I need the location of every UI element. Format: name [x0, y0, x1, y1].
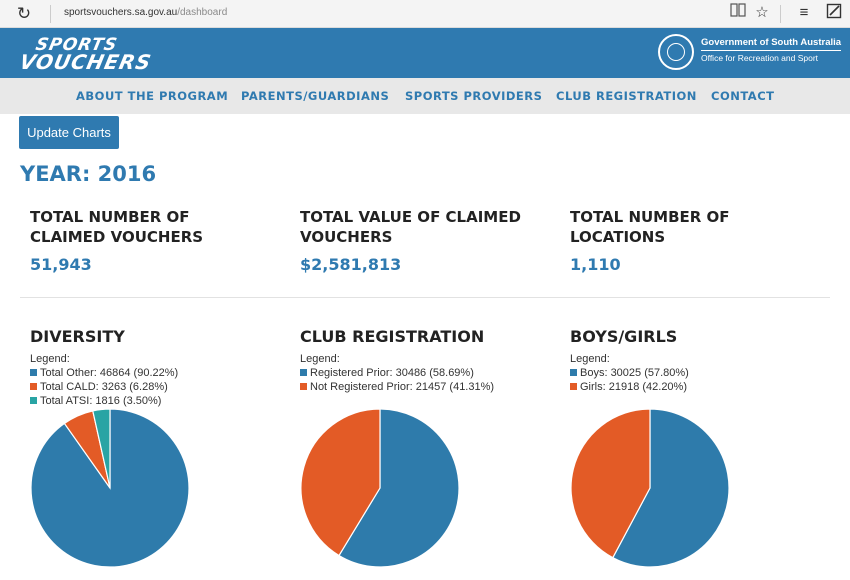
legend-item: Total Other: 46864 (90.22%)	[30, 367, 178, 379]
nav-about-the-program[interactable]: ABOUT THE PROGRAM	[76, 89, 229, 103]
year-heading: YEAR: 2016	[20, 162, 157, 186]
stat-title-line: VOUCHERS	[300, 228, 393, 246]
boys-girls-pie-chart	[570, 408, 730, 568]
legend-item: Not Registered Prior: 21457 (41.31%)	[300, 381, 494, 393]
legend-label: Not Registered Prior: 21457 (41.31%)	[310, 381, 495, 393]
stat-value-claimed-value: $2,581,813	[300, 255, 402, 274]
legend-swatch	[30, 383, 37, 390]
legend-swatch	[30, 369, 37, 376]
government-crest-icon	[658, 34, 694, 70]
stat-value-claimed-vouchers: 51,943	[30, 255, 92, 274]
legend-label: Total Other: 46864 (90.22%)	[40, 367, 179, 379]
government-name: Government of South Australia	[701, 37, 842, 51]
nav-club-registration[interactable]: CLUB REGISTRATION	[556, 89, 697, 103]
government-branding: Government of South Australia Office for…	[701, 37, 842, 63]
legend-item: Total ATSI: 1816 (3.50%)	[30, 395, 161, 407]
browser-toolbar: ↻ sportsvouchers.sa.gov.au/dashboard ☆ ≡	[0, 0, 850, 28]
legend-title: Legend:	[300, 353, 340, 365]
refresh-icon[interactable]: ↻	[16, 4, 32, 23]
url-host: sportsvouchers.sa.gov.au	[64, 7, 178, 18]
stat-title-line: CLAIMED VOUCHERS	[30, 228, 204, 246]
stat-title-claimed-value: TOTAL VALUE OF CLAIMED VOUCHERS	[300, 207, 560, 247]
legend-title: Legend:	[30, 353, 70, 365]
legend-swatch	[300, 369, 307, 376]
legend-swatch	[570, 383, 577, 390]
nav-parents-guardians[interactable]: PARENTS/GUARDIANS	[241, 89, 390, 103]
legend-label: Boys: 30025 (57.80%)	[580, 367, 689, 379]
pie-slice-0[interactable]	[338, 408, 460, 568]
chart-title-boys-girls: BOYS/GIRLS	[570, 327, 678, 346]
nav-contact[interactable]: CONTACT	[711, 89, 775, 103]
sports-vouchers-logo[interactable]: SPORTS VOUCHERS	[17, 34, 160, 74]
legend-swatch	[300, 383, 307, 390]
legend-label: Total ATSI: 1816 (3.50%)	[40, 395, 162, 407]
stat-title-line: TOTAL VALUE OF CLAIMED	[300, 208, 521, 226]
pie-slice-1[interactable]	[300, 408, 381, 557]
pie-slice-0[interactable]	[611, 408, 730, 568]
reading-view-icon[interactable]	[728, 3, 748, 23]
legend-swatch	[30, 397, 37, 404]
legend-item: Boys: 30025 (57.80%)	[570, 367, 689, 379]
stat-title-locations: TOTAL NUMBER OF LOCATIONS	[570, 207, 830, 247]
office-name: Office for Recreation and Sport	[701, 53, 819, 63]
pie-slice-2[interactable]	[92, 408, 111, 489]
legend-label: Total CALD: 3263 (6.28%)	[40, 381, 168, 393]
site-header: SPORTS VOUCHERS Government of South Aust…	[0, 28, 850, 78]
pie-slice-1[interactable]	[570, 408, 651, 559]
section-divider	[20, 297, 830, 298]
legend-item: Registered Prior: 30486 (58.69%)	[300, 367, 474, 379]
stat-title-line: LOCATIONS	[570, 228, 666, 246]
nav-sports-providers[interactable]: SPORTS PROVIDERS	[405, 89, 543, 103]
update-charts-button[interactable]: Update Charts	[19, 116, 119, 149]
stat-title-line: TOTAL NUMBER OF	[570, 208, 730, 226]
stat-title-line: TOTAL NUMBER OF	[30, 208, 190, 226]
chart-title-club-registration: CLUB REGISTRATION	[300, 327, 485, 346]
club-registration-pie-chart	[300, 408, 460, 568]
stat-title-claimed-vouchers: TOTAL NUMBER OF CLAIMED VOUCHERS	[30, 207, 290, 247]
favorite-star-icon[interactable]: ☆	[755, 4, 769, 21]
address-bar[interactable]: sportsvouchers.sa.gov.au/dashboard	[64, 7, 227, 18]
web-note-icon[interactable]	[824, 3, 844, 23]
main-nav: ABOUT THE PROGRAM PARENTS/GUARDIANS SPOR…	[0, 78, 850, 114]
stat-value-locations: 1,110	[570, 255, 621, 274]
legend-label: Registered Prior: 30486 (58.69%)	[310, 367, 474, 379]
legend-title: Legend:	[570, 353, 610, 365]
url-path: /dashboard	[177, 7, 228, 18]
diversity-pie-chart	[30, 408, 190, 568]
logo-line-2: VOUCHERS	[17, 50, 154, 74]
chart-title-diversity: DIVERSITY	[30, 327, 125, 346]
hub-menu-icon[interactable]: ≡	[799, 4, 809, 21]
legend-swatch	[570, 369, 577, 376]
toolbar-divider	[780, 5, 781, 23]
legend-label: Girls: 21918 (42.20%)	[580, 381, 687, 393]
legend-item: Total CALD: 3263 (6.28%)	[30, 381, 168, 393]
legend-item: Girls: 21918 (42.20%)	[570, 381, 687, 393]
toolbar-divider	[50, 5, 51, 23]
